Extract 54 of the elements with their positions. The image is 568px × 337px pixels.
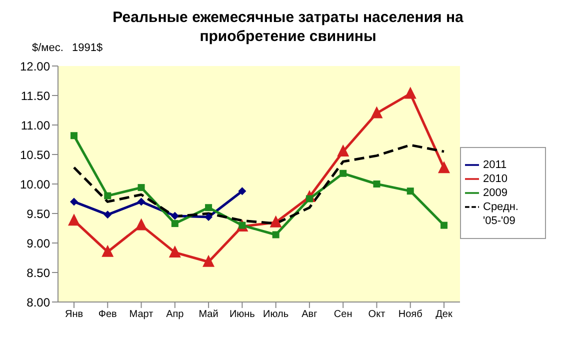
point (438, 161, 450, 174)
point (406, 188, 414, 195)
x-tick-label: Июнь (229, 309, 255, 320)
y-tick-label: 11.00 (20, 118, 50, 132)
point (70, 198, 78, 206)
x-tick-label: Дек (436, 309, 453, 320)
point (170, 212, 179, 220)
point (238, 187, 246, 196)
y-tick-label: 9.00 (26, 236, 50, 250)
point (138, 184, 145, 192)
x-tick-label: Апр (166, 309, 184, 320)
x-tick-label: Нояб (398, 309, 423, 320)
x-tick-label: Март (129, 309, 154, 320)
point (373, 180, 380, 188)
point (68, 214, 80, 226)
point (404, 86, 416, 99)
point (171, 220, 178, 228)
y-tick-label: 12.00 (20, 59, 50, 74)
y-axis-title: $/мес. (32, 42, 64, 54)
x-tick-label: Май (198, 309, 218, 320)
point (270, 215, 282, 228)
point (370, 106, 383, 118)
y-tick-label: 10.50 (20, 148, 50, 162)
point (135, 218, 148, 230)
point (104, 210, 112, 219)
x-tick-label: Янв (64, 309, 84, 320)
y-tick-label: 10.00 (20, 177, 50, 192)
point (202, 254, 215, 267)
text: 1991$ (72, 42, 103, 54)
point (272, 231, 280, 238)
x-tick-label: Авг (302, 309, 318, 320)
legend-label: 2010 (483, 172, 508, 186)
point (70, 132, 78, 140)
x-tick-label: Фев (98, 309, 117, 320)
chart-title: Реальные ежемесячные затраты населения на приобретение свинины (112, 9, 464, 45)
x-tick-label: Сен (334, 309, 352, 320)
y-tick-label: 8.00 (26, 295, 50, 310)
point (102, 244, 114, 257)
point (340, 170, 347, 177)
y-tick-label: 9.50 (26, 206, 50, 221)
point (337, 144, 350, 157)
x-tick-label: Окт (368, 309, 386, 320)
point (440, 222, 448, 229)
x-tick-label: Июль (263, 309, 289, 320)
legend-label: Средн. '05-'09 (483, 200, 520, 228)
y-tick-label: 8.50 (26, 266, 50, 280)
point (104, 192, 112, 200)
legend-label: 2011 (483, 158, 508, 172)
y-tick-label: 11.50 (20, 88, 50, 103)
point (204, 213, 213, 222)
point (137, 198, 146, 206)
legend-label: 2009 (483, 186, 508, 200)
point (205, 204, 212, 212)
point (168, 245, 181, 258)
